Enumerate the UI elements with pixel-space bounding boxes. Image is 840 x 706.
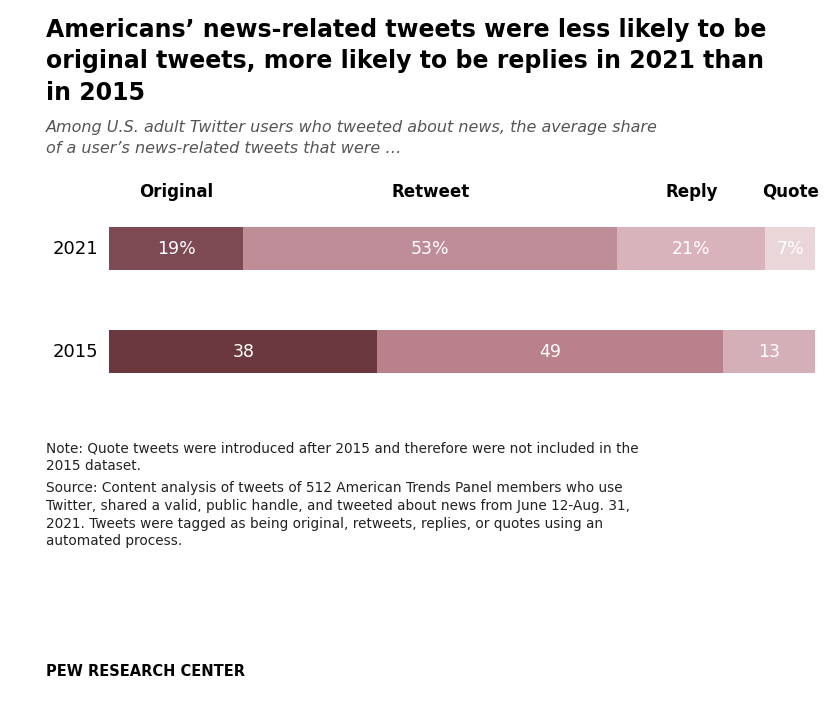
Text: 21%: 21% [672,239,711,258]
Text: Note: Quote tweets were introduced after 2015 and therefore were not included in: Note: Quote tweets were introduced after… [46,441,639,455]
Text: 38: 38 [233,342,255,361]
Text: automated process.: automated process. [46,534,182,549]
Bar [109,330,377,373]
Text: Twitter, shared a valid, public handle, and tweeted about news from June 12-Aug.: Twitter, shared a valid, public handle, … [46,499,630,513]
Text: 2015 dataset.: 2015 dataset. [46,459,141,473]
Text: PEW RESEARCH CENTER: PEW RESEARCH CENTER [46,664,245,678]
Text: in 2015: in 2015 [46,81,145,105]
Text: Source: Content analysis of tweets of 512 American Trends Panel members who use: Source: Content analysis of tweets of 51… [46,481,622,496]
Text: 19%: 19% [157,239,196,258]
Text: 2021: 2021 [53,239,98,258]
Text: 49: 49 [539,342,561,361]
Text: of a user’s news-related tweets that were …: of a user’s news-related tweets that wer… [46,141,402,156]
Bar [617,227,765,270]
Text: 2021. Tweets were tagged as being original, retweets, replies, or quotes using a: 2021. Tweets were tagged as being origin… [46,517,603,531]
Text: Retweet: Retweet [391,183,470,201]
Bar [377,330,723,373]
Bar [765,227,815,270]
Bar [109,227,244,270]
Bar [244,227,617,270]
Text: 13: 13 [758,342,780,361]
Text: Americans’ news-related tweets were less likely to be: Americans’ news-related tweets were less… [46,18,767,42]
Text: original tweets, more likely to be replies in 2021 than: original tweets, more likely to be repli… [46,49,764,73]
Text: Among U.S. adult Twitter users who tweeted about news, the average share: Among U.S. adult Twitter users who tweet… [46,120,658,135]
Text: Reply: Reply [665,183,717,201]
Text: Original: Original [139,183,213,201]
Text: 7%: 7% [776,239,804,258]
Text: Quote: Quote [762,183,818,201]
Text: 2015: 2015 [53,342,98,361]
Bar [723,330,815,373]
Text: 53%: 53% [411,239,449,258]
